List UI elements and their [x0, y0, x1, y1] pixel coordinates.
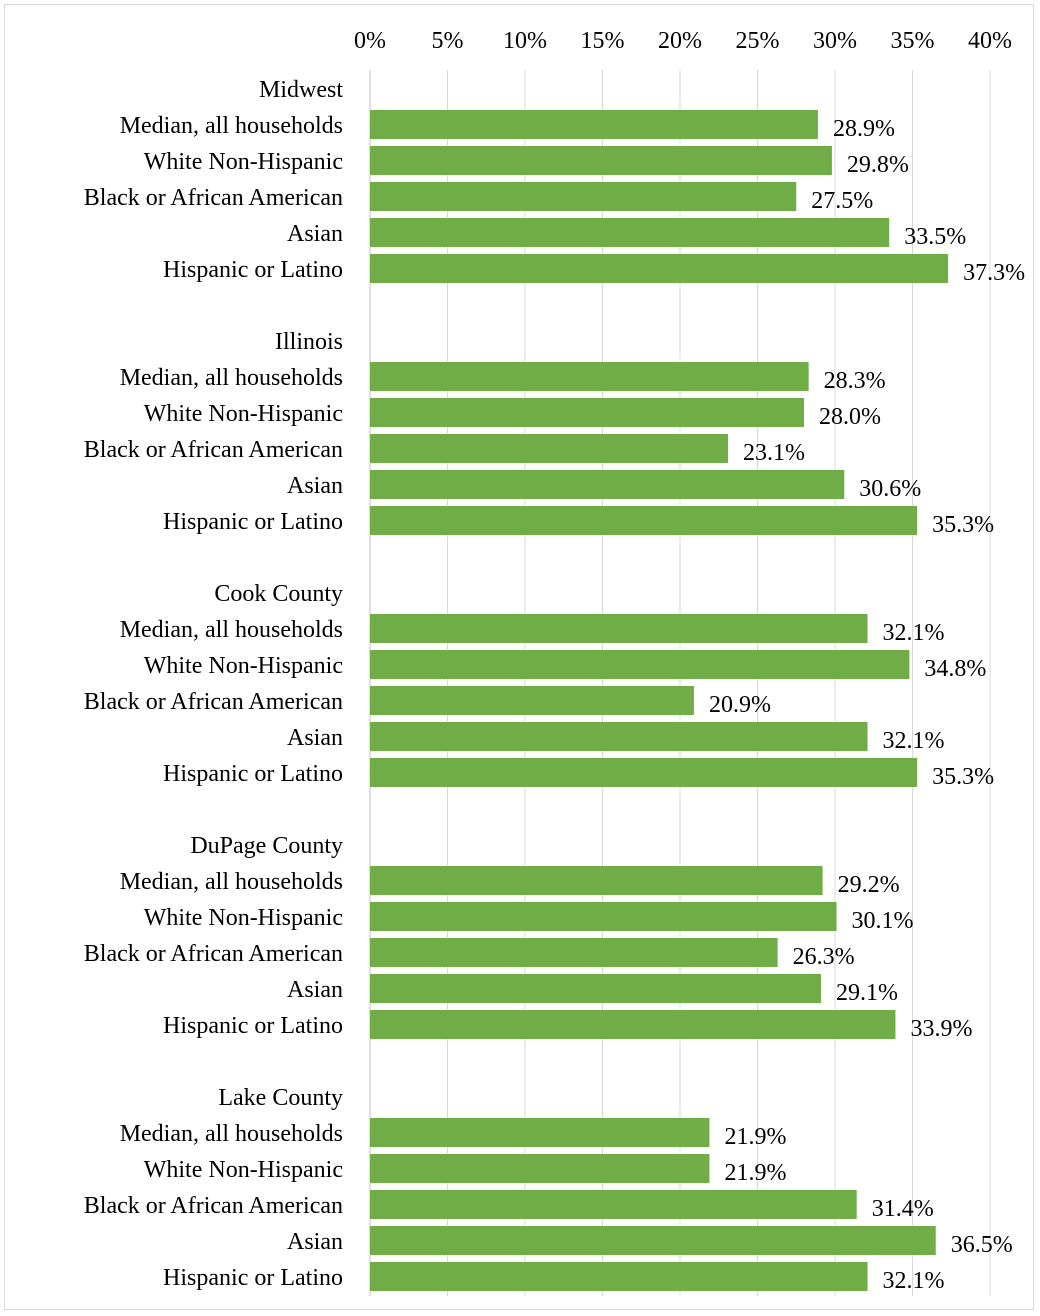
category-label: Black or African American	[84, 185, 343, 211]
category-label: Black or African American	[84, 941, 343, 967]
data-label: 29.1%	[836, 980, 898, 1006]
data-label: 27.5%	[811, 188, 873, 214]
category-label: Hispanic or Latino	[163, 1265, 343, 1291]
data-label: 35.3%	[932, 764, 994, 790]
category-label: Asian	[287, 725, 343, 751]
bar	[370, 902, 837, 931]
group-label: Lake County	[218, 1085, 343, 1111]
bar	[370, 434, 729, 463]
category-label: Hispanic or Latino	[163, 509, 343, 535]
gridlines	[369, 70, 991, 1296]
data-label: 32.1%	[883, 620, 945, 646]
bar	[370, 506, 918, 535]
bar	[370, 1190, 857, 1219]
group-label: Cook County	[214, 581, 343, 607]
bar	[370, 1154, 710, 1183]
bar	[370, 650, 910, 679]
data-label: 29.8%	[847, 152, 909, 178]
data-label: 36.5%	[951, 1232, 1013, 1258]
category-label: Median, all households	[120, 617, 343, 643]
x-axis-ticks: 0% 5% 10% 15% 20% 25% 30% 35% 40%	[354, 28, 1012, 54]
group-label: Midwest	[259, 77, 343, 103]
category-label: White Non-Hispanic	[144, 401, 343, 427]
x-tick-label: 10%	[503, 28, 547, 54]
group-label: DuPage County	[190, 833, 343, 859]
data-label: 37.3%	[963, 260, 1025, 286]
x-tick-label: 30%	[813, 28, 857, 54]
bar	[370, 1010, 896, 1039]
data-label: 28.0%	[819, 404, 881, 430]
labels: Midwest Median, all households 28.9% White …	[84, 77, 1025, 1294]
data-label: 33.9%	[910, 1016, 972, 1042]
bar	[370, 146, 832, 175]
data-label: 28.3%	[824, 368, 886, 394]
category-label: Asian	[287, 1229, 343, 1255]
data-label: 31.4%	[872, 1196, 934, 1222]
category-label: White Non-Hispanic	[144, 653, 343, 679]
bar	[370, 614, 868, 643]
x-tick-label: 25%	[736, 28, 780, 54]
category-label: Asian	[287, 977, 343, 1003]
bar	[370, 686, 694, 715]
category-label: Hispanic or Latino	[163, 257, 343, 283]
data-label: 34.8%	[924, 656, 986, 682]
category-label: Median, all households	[120, 113, 343, 139]
bar	[370, 938, 778, 967]
group-label: Illinois	[275, 329, 343, 355]
category-label: Median, all households	[120, 365, 343, 391]
category-label: Asian	[287, 473, 343, 499]
category-label: Hispanic or Latino	[163, 761, 343, 787]
data-label: 21.9%	[724, 1160, 786, 1186]
x-tick-label: 0%	[354, 28, 386, 54]
data-label: 32.1%	[883, 1268, 945, 1294]
data-label: 35.3%	[932, 512, 994, 538]
bar	[370, 1118, 710, 1147]
data-label: 20.9%	[709, 692, 771, 718]
bar	[370, 362, 809, 391]
data-label: 28.9%	[833, 116, 895, 142]
category-label: White Non-Hispanic	[144, 905, 343, 931]
category-label: Black or African American	[84, 689, 343, 715]
category-label: Black or African American	[84, 437, 343, 463]
bar	[370, 1226, 936, 1255]
data-label: 32.1%	[883, 728, 945, 754]
bar	[370, 218, 890, 247]
bar	[370, 110, 818, 139]
data-label: 30.1%	[852, 908, 914, 934]
category-label: White Non-Hispanic	[144, 149, 343, 175]
x-tick-label: 20%	[658, 28, 702, 54]
x-tick-label: 15%	[581, 28, 625, 54]
category-label: Median, all households	[120, 1121, 343, 1147]
data-label: 33.5%	[904, 224, 966, 250]
category-label: White Non-Hispanic	[144, 1157, 343, 1183]
data-label: 23.1%	[743, 440, 805, 466]
x-tick-label: 40%	[968, 28, 1012, 54]
bar	[370, 398, 804, 427]
category-label: Asian	[287, 221, 343, 247]
category-label: Median, all households	[120, 869, 343, 895]
x-tick-label: 5%	[432, 28, 464, 54]
bar	[370, 722, 868, 751]
bar	[370, 866, 823, 895]
bars	[370, 110, 949, 1291]
category-label: Black or African American	[84, 1193, 343, 1219]
category-label: Hispanic or Latino	[163, 1013, 343, 1039]
data-label: 30.6%	[859, 476, 921, 502]
data-label: 26.3%	[793, 944, 855, 970]
data-label: 21.9%	[724, 1124, 786, 1150]
bar	[370, 470, 845, 499]
bar	[370, 758, 918, 787]
bar	[370, 974, 822, 1003]
bar	[370, 1262, 868, 1291]
bar	[370, 182, 797, 211]
bar	[370, 254, 949, 283]
x-tick-label: 35%	[891, 28, 935, 54]
data-label: 29.2%	[838, 872, 900, 898]
